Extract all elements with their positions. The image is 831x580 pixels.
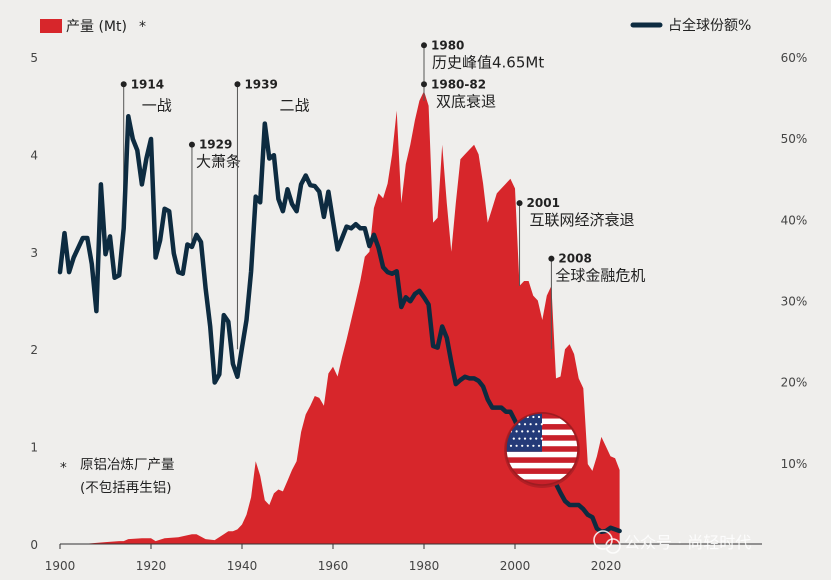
y-left-tick-label-5: 5 — [30, 51, 38, 65]
axis-layer: 1900 1920 1940 1960 1980 2000 2020 0 1 2 3 4 5 10% 20%… — [30, 51, 807, 573]
x-tick-label-2: 1940 — [227, 559, 258, 573]
annotation-dot-0 — [120, 81, 127, 88]
y-left-tick-label-4: 4 — [30, 148, 38, 162]
legend-production-swatch — [40, 19, 62, 33]
x-tick-label-4: 1980 — [409, 559, 440, 573]
flag-star — [537, 430, 541, 433]
x-tick-label-6: 2020 — [591, 559, 622, 573]
flag-star — [512, 437, 515, 440]
flag-star — [529, 437, 532, 440]
y-left-tick-label-2: 2 — [30, 343, 38, 357]
x-tick-label-5: 2000 — [500, 559, 531, 573]
y-left-tick-label-0: 0 — [30, 538, 38, 552]
flag-stripe-9 — [506, 462, 578, 469]
watermark: 公众号 · 尚轻时代 — [593, 530, 751, 554]
y-left-tick-label-1: 1 — [30, 441, 38, 455]
flag-stripe-8 — [506, 457, 578, 464]
flag-star — [537, 444, 541, 447]
legend-share-label: 占全球份额% — [668, 17, 751, 34]
flag-star — [535, 423, 538, 426]
footnote-line1: 原铝冶炼厂产量 — [80, 457, 175, 473]
flag-star — [523, 423, 527, 426]
annotation-dot-6 — [548, 255, 555, 262]
legend-production-label: 产量 (Mt) — [66, 19, 127, 35]
flag-star — [532, 430, 535, 433]
annotation-label-3: 历史峰值4.65Mt — [432, 53, 544, 71]
production-area — [60, 91, 620, 544]
y-right-tick-label-0: 10% — [781, 457, 808, 471]
y-left-tick-label-3: 3 — [30, 246, 38, 260]
flag-star — [532, 444, 535, 447]
annotation-dot-4 — [421, 81, 427, 88]
annotation-label-2: 二战 — [279, 96, 309, 114]
flag-star — [526, 430, 529, 433]
annotation-label-4: 双底衰退 — [436, 92, 496, 110]
flag-stripe-7 — [506, 451, 578, 458]
us-flag-icon — [504, 412, 580, 488]
flag-star — [515, 430, 518, 433]
watermark-text: 公众号 · 尚轻时代 — [624, 533, 751, 552]
x-tick-label-1: 1920 — [136, 559, 167, 573]
annotation-year-6: 2008 — [558, 252, 591, 266]
annotation-year-1: 1929 — [199, 138, 232, 152]
annotation-label-5: 互联网经济衰退 — [530, 211, 635, 229]
flag-stripe-11 — [506, 473, 578, 480]
flag-star — [515, 444, 518, 447]
flag-star — [518, 437, 521, 440]
flag-star — [521, 444, 524, 447]
footnote-marker: * — [60, 460, 67, 476]
annotation-year-5: 2001 — [527, 196, 560, 210]
flag-star — [526, 444, 529, 447]
production-area-layer — [60, 91, 620, 544]
flag-star — [537, 415, 541, 419]
annotation-year-2: 1939 — [244, 77, 277, 91]
y-right-tick-label-5: 60% — [781, 51, 808, 65]
y-right-tick-label-4: 50% — [781, 132, 808, 146]
annotation-dot-3 — [421, 42, 427, 49]
footnote: * 原铝冶炼厂产量 (不包括再生铝) — [60, 457, 175, 496]
flag-star — [523, 437, 527, 440]
flag-star — [535, 437, 538, 440]
flag-star — [518, 423, 521, 426]
x-tick-label-3: 1960 — [318, 559, 349, 573]
annotation-dot-5 — [516, 200, 523, 207]
flag-star — [540, 437, 543, 440]
flag-stripe-12 — [506, 479, 578, 485]
flag-star — [521, 430, 524, 433]
annotation-dot-2 — [234, 81, 241, 88]
flag-star — [529, 423, 532, 426]
annotation-label-6: 全球金融危机 — [555, 267, 645, 285]
annotation-year-0: 1914 — [131, 77, 164, 91]
x-tick-label-0: 1900 — [45, 559, 76, 573]
footnote-line2: (不包括再生铝) — [80, 480, 172, 496]
flag-star — [540, 423, 543, 426]
legend: 产量 (Mt) * 占全球份额% — [40, 17, 751, 35]
annotation-year-4: 1980-82 — [431, 77, 486, 91]
annotation-dot-1 — [188, 141, 195, 148]
y-right-tick-label-1: 20% — [781, 376, 808, 390]
y-right-tick-label-2: 30% — [781, 295, 808, 309]
legend-production-marker: * — [139, 19, 146, 35]
flag-star — [532, 415, 535, 419]
y-right-tick-label-3: 40% — [781, 213, 808, 227]
annotation-label-1: 大萧条 — [196, 153, 241, 171]
annotation-label-0: 一战 — [142, 96, 172, 114]
flag-stripe-10 — [506, 468, 578, 475]
annotation-year-3: 1980 — [431, 38, 464, 52]
flag-star — [509, 444, 513, 447]
